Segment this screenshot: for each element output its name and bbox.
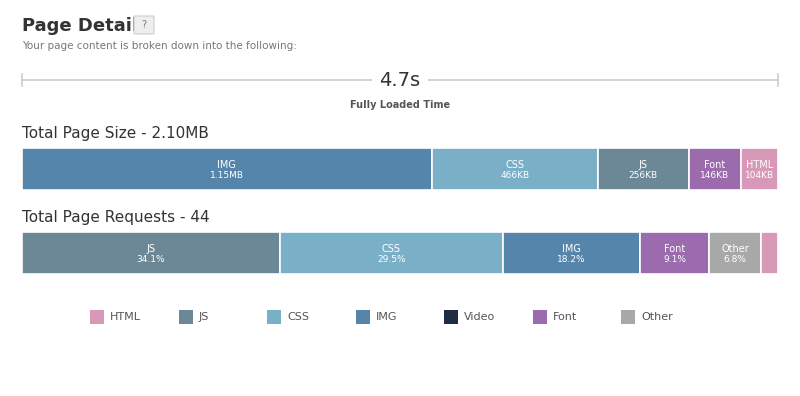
Bar: [598, 148, 689, 190]
Bar: [444, 310, 458, 324]
Text: JS: JS: [198, 312, 209, 322]
Text: 34.1%: 34.1%: [137, 255, 166, 263]
Text: Your page content is broken down into the following:: Your page content is broken down into th…: [22, 41, 297, 51]
Text: Other: Other: [721, 244, 749, 254]
Bar: [761, 232, 778, 274]
Bar: [689, 148, 741, 190]
Bar: [622, 310, 635, 324]
Text: ?: ?: [142, 20, 146, 30]
Text: 6.8%: 6.8%: [723, 255, 746, 263]
Text: CSS: CSS: [506, 160, 524, 170]
Text: 29.5%: 29.5%: [377, 255, 406, 263]
Text: HTML: HTML: [110, 312, 141, 322]
Bar: [267, 310, 281, 324]
Bar: [22, 148, 432, 190]
Text: Font: Font: [704, 160, 726, 170]
Text: IMG: IMG: [376, 312, 398, 322]
Bar: [710, 232, 761, 274]
Bar: [90, 310, 104, 324]
Text: 1.15MB: 1.15MB: [210, 171, 244, 179]
Text: 9.1%: 9.1%: [663, 255, 686, 263]
Bar: [432, 148, 598, 190]
Text: Total Page Size - 2.10MB: Total Page Size - 2.10MB: [22, 126, 209, 141]
Text: 18.2%: 18.2%: [558, 255, 586, 263]
Text: 4.7s: 4.7s: [379, 70, 421, 89]
Text: CSS: CSS: [287, 312, 309, 322]
Bar: [22, 232, 280, 274]
Bar: [741, 148, 778, 190]
FancyBboxPatch shape: [134, 16, 154, 34]
Text: Video: Video: [464, 312, 495, 322]
Text: 146KB: 146KB: [700, 171, 730, 179]
Text: 466KB: 466KB: [500, 171, 530, 179]
Bar: [641, 232, 710, 274]
Text: Total Page Requests - 44: Total Page Requests - 44: [22, 210, 210, 225]
Text: Font: Font: [553, 312, 577, 322]
Text: HTML: HTML: [746, 160, 773, 170]
Text: JS: JS: [639, 160, 648, 170]
Text: 104KB: 104KB: [745, 171, 774, 179]
Text: CSS: CSS: [382, 244, 401, 254]
Text: 256KB: 256KB: [629, 171, 658, 179]
Bar: [533, 310, 547, 324]
Bar: [503, 232, 641, 274]
Bar: [280, 232, 503, 274]
Text: JS: JS: [146, 244, 155, 254]
Text: Page Details: Page Details: [22, 17, 149, 35]
Text: IMG: IMG: [218, 160, 236, 170]
Text: IMG: IMG: [562, 244, 581, 254]
Bar: [178, 310, 193, 324]
Text: Font: Font: [664, 244, 686, 254]
Bar: [356, 310, 370, 324]
Text: Fully Loaded Time: Fully Loaded Time: [350, 100, 450, 110]
Text: Other: Other: [642, 312, 673, 322]
